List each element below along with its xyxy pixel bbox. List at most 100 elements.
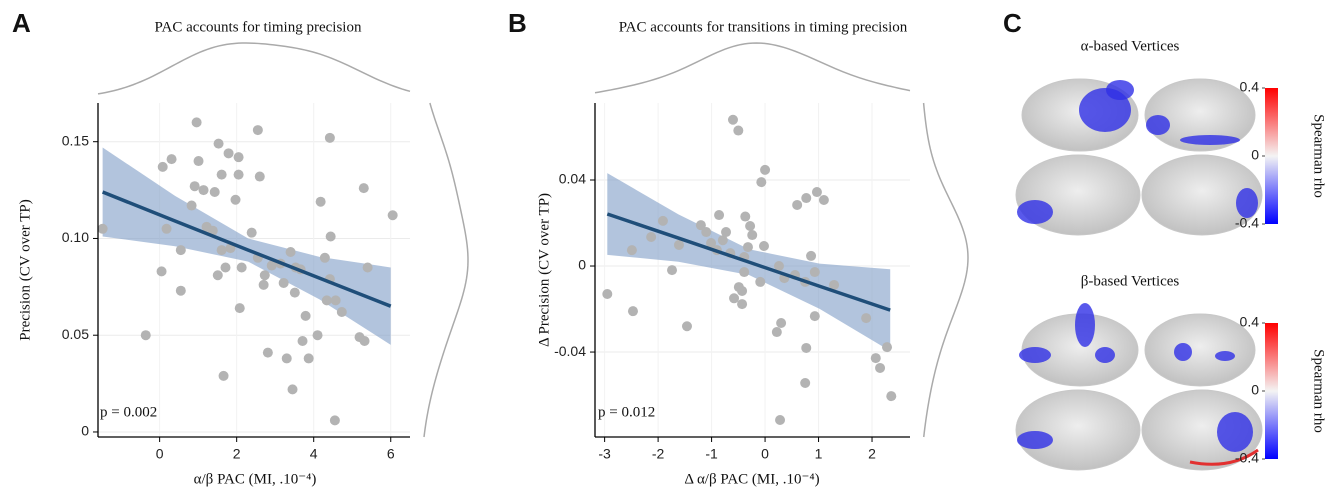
x-tick-label: 1 — [815, 446, 823, 462]
point — [806, 250, 817, 261]
point — [186, 200, 197, 211]
point — [727, 114, 738, 125]
point — [740, 211, 751, 222]
y-tick-label: -0.04 — [554, 343, 586, 359]
point — [216, 169, 227, 180]
point — [156, 266, 167, 277]
x-tick-label: -3 — [598, 446, 611, 462]
point — [755, 276, 766, 287]
point — [758, 241, 769, 252]
point — [756, 177, 767, 188]
point — [234, 303, 245, 314]
colorbar-tick-label: 0 — [1251, 147, 1259, 163]
panel-letter: B — [508, 8, 527, 38]
point — [230, 194, 241, 205]
point — [733, 125, 744, 136]
point — [198, 185, 209, 196]
point — [667, 265, 678, 276]
confidence-band — [102, 147, 391, 345]
colorbar-tick-label: -0.4 — [1235, 450, 1259, 466]
point — [747, 230, 758, 241]
point — [861, 313, 872, 324]
point — [627, 306, 638, 317]
point — [362, 262, 373, 273]
point — [324, 132, 335, 143]
map-title: β-based Vertices — [1081, 273, 1180, 289]
point — [809, 267, 820, 278]
colorbar-tick-label: -0.4 — [1235, 215, 1259, 231]
x-tick-label: 0 — [761, 446, 769, 462]
colorbar-label: Spearman rho — [1311, 349, 1327, 433]
point — [175, 245, 186, 256]
x-tick-label: 2 — [233, 446, 241, 462]
point — [157, 161, 168, 172]
point — [745, 221, 756, 232]
point — [258, 279, 269, 290]
point — [775, 415, 786, 426]
correlation-patch — [1017, 431, 1053, 449]
point — [262, 347, 273, 358]
chart-title: PAC accounts for timing precision — [155, 19, 362, 35]
brain-surface — [1141, 154, 1263, 236]
colorbar — [1265, 88, 1278, 224]
point — [289, 287, 300, 298]
point — [681, 321, 692, 332]
correlation-patch — [1017, 200, 1053, 224]
point — [319, 252, 330, 263]
correlation-patch — [1236, 188, 1258, 218]
x-tick-label: -1 — [705, 446, 718, 462]
point — [97, 223, 108, 234]
chart-title: PAC accounts for transitions in timing p… — [619, 19, 908, 35]
panel-letter: C — [1003, 8, 1022, 38]
brain-surface — [1144, 313, 1256, 387]
point — [359, 336, 370, 347]
point — [191, 117, 202, 128]
correlation-patch — [1095, 347, 1115, 363]
y-tick-label: 0 — [81, 423, 89, 439]
point — [236, 262, 247, 273]
y-tick-label: 0.04 — [559, 171, 586, 187]
point — [246, 227, 257, 238]
point — [773, 261, 784, 272]
point — [875, 362, 886, 373]
colorbar-tick-label: 0.4 — [1240, 79, 1260, 95]
map-title: α-based Vertices — [1081, 38, 1180, 54]
point — [175, 285, 186, 296]
point — [193, 156, 204, 167]
annotation: p = 0.002 — [100, 404, 157, 420]
point — [218, 370, 229, 381]
y-tick-label: 0 — [578, 257, 586, 273]
point — [303, 353, 314, 364]
point — [254, 171, 265, 182]
point — [811, 187, 822, 198]
point — [721, 227, 732, 238]
point — [870, 353, 881, 364]
point — [695, 220, 706, 231]
y-density — [922, 102, 969, 438]
point — [792, 199, 803, 210]
point — [140, 330, 151, 341]
point — [800, 378, 811, 389]
x-tick-label: 4 — [310, 446, 318, 462]
point — [886, 391, 897, 402]
brain-surface — [1144, 78, 1256, 152]
point — [233, 152, 244, 163]
y-density — [423, 102, 469, 438]
point — [717, 235, 728, 246]
annotation: p = 0.012 — [598, 404, 655, 420]
point — [259, 270, 270, 281]
point — [312, 330, 323, 341]
point — [209, 187, 220, 198]
point — [287, 384, 298, 395]
point — [737, 285, 748, 296]
correlation-patch — [1174, 343, 1192, 361]
point — [809, 311, 820, 322]
colorbar-tick-label: 0.4 — [1240, 314, 1260, 330]
point — [737, 299, 748, 310]
point — [801, 342, 812, 353]
point — [729, 293, 740, 304]
x-tick-label: 0 — [156, 446, 164, 462]
point — [387, 210, 398, 221]
x-axis-label: Δ α/β PAC (MI, .10⁻⁴) — [684, 471, 819, 487]
